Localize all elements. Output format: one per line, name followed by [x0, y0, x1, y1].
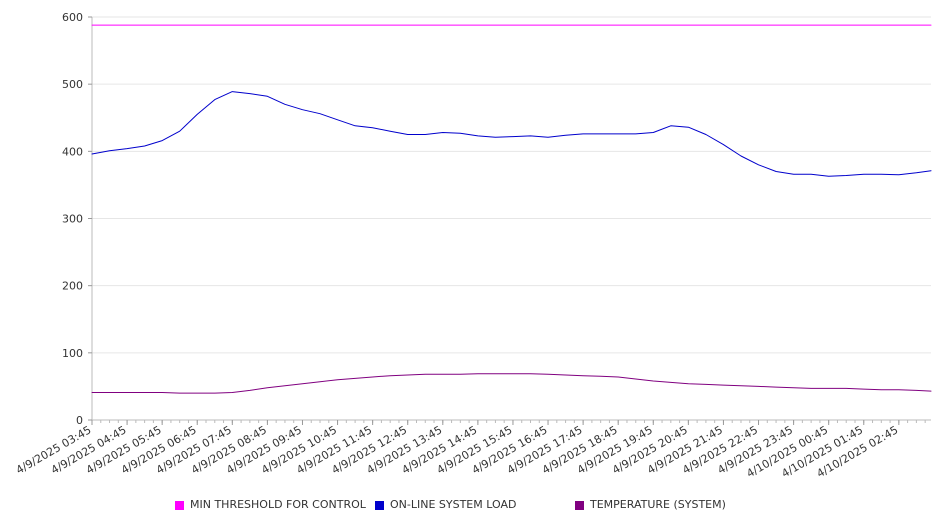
legend-swatch-online-system-load [375, 500, 384, 510]
y-tick-label: 100 [62, 347, 83, 360]
x-axis-ticks: 4/9/2025 03:454/9/2025 04:454/9/2025 05:… [14, 420, 926, 480]
legend-label-temperature: TEMPERATURE (SYSTEM) [590, 498, 726, 511]
y-tick-label: 600 [62, 11, 83, 24]
legend-swatch-min-threshold [175, 500, 184, 510]
grid-lines [92, 16, 931, 421]
legend-item-min-threshold: MIN THRESHOLD FOR CONTROL [175, 498, 366, 512]
y-tick-label: 0 [76, 414, 83, 427]
legend-swatch-temperature [575, 500, 584, 510]
online-system-load-line [91, 91, 932, 177]
y-axis-ticks: 0 100 200 300 400 500 600 [62, 11, 92, 427]
legend-item-temperature: TEMPERATURE (SYSTEM) [575, 498, 726, 512]
y-tick-label: 500 [62, 78, 83, 91]
y-tick-label: 300 [62, 213, 83, 226]
legend-item-online-system-load: ON-LINE SYSTEM LOAD [375, 498, 516, 512]
series-lines [91, 24, 932, 394]
temperature-line [91, 373, 932, 394]
legend: MIN THRESHOLD FOR CONTROL ON-LINE SYSTEM… [0, 498, 946, 516]
y-tick-label: 200 [62, 280, 83, 293]
legend-label-min-threshold: MIN THRESHOLD FOR CONTROL [190, 498, 366, 511]
y-tick-label: 400 [62, 145, 83, 158]
legend-label-online-system-load: ON-LINE SYSTEM LOAD [390, 498, 517, 511]
